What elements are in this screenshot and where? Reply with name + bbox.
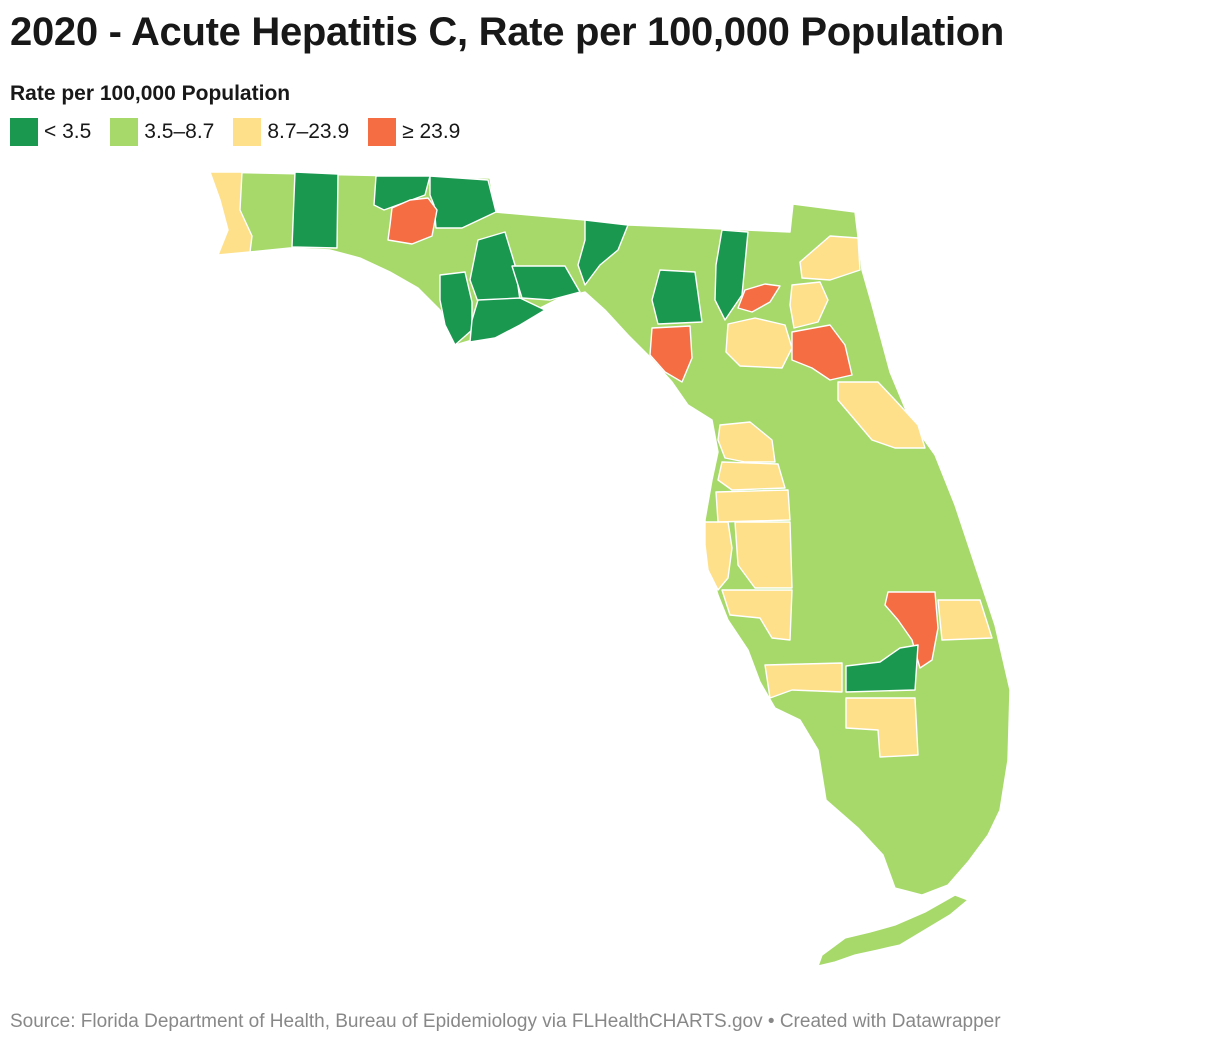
county-baker bbox=[737, 283, 781, 313]
county-volusia bbox=[837, 381, 926, 449]
county-charlotte bbox=[764, 662, 843, 699]
county-glades bbox=[845, 644, 919, 693]
county-putnam bbox=[791, 324, 853, 381]
legend-label-mid-low: 3.5–8.7 bbox=[144, 120, 215, 143]
county-clay bbox=[789, 281, 829, 329]
county-alachua bbox=[725, 317, 793, 369]
florida-base-shape bbox=[209, 171, 1011, 896]
county-st-lucie bbox=[937, 599, 993, 641]
county-manatee bbox=[721, 589, 793, 641]
legend-item-low: < 3.5 bbox=[10, 118, 91, 146]
county-pinellas bbox=[704, 521, 733, 591]
county-jackson bbox=[429, 175, 497, 229]
county-okaloosa bbox=[291, 171, 339, 249]
legend-title: Rate per 100,000 Population bbox=[10, 82, 291, 105]
county-escambia bbox=[209, 171, 253, 256]
legend: < 3.5 3.5–8.7 8.7–23.9 ≥ 23.9 bbox=[10, 118, 479, 146]
legend-item-high: ≥ 23.9 bbox=[368, 118, 460, 146]
county-franklin bbox=[469, 297, 546, 343]
legend-swatch-low bbox=[10, 118, 38, 146]
county-nassau bbox=[799, 235, 861, 281]
county-hernando bbox=[717, 461, 786, 491]
legend-item-mid-low: 3.5–8.7 bbox=[110, 118, 214, 146]
county-wakulla bbox=[511, 265, 581, 301]
county-okeechobee bbox=[884, 591, 939, 669]
legend-swatch-mid-high bbox=[233, 118, 262, 146]
county-hendry bbox=[845, 697, 919, 758]
county-dixie bbox=[649, 325, 693, 383]
county-washington bbox=[387, 197, 438, 245]
legend-label-high: ≥ 23.9 bbox=[402, 120, 461, 143]
source-note: Source: Florida Department of Health, Bu… bbox=[10, 1011, 1001, 1032]
county-citrus bbox=[717, 421, 776, 463]
county-suwannee bbox=[651, 269, 703, 325]
county-pasco bbox=[715, 489, 791, 523]
legend-item-mid-high: 8.7–23.9 bbox=[233, 118, 349, 146]
county-columbia bbox=[714, 229, 749, 321]
legend-swatch-high bbox=[368, 118, 397, 146]
legend-label-low: < 3.5 bbox=[44, 120, 92, 143]
chart-title: 2020 - Acute Hepatitis C, Rate per 100,0… bbox=[10, 10, 1005, 54]
keys-shape bbox=[817, 894, 969, 967]
legend-label-mid-high: 8.7–23.9 bbox=[267, 120, 350, 143]
legend-swatch-mid-low bbox=[110, 118, 139, 146]
county-gulf bbox=[439, 271, 473, 346]
county-hillsborough bbox=[734, 521, 793, 589]
county-jefferson bbox=[577, 219, 629, 286]
